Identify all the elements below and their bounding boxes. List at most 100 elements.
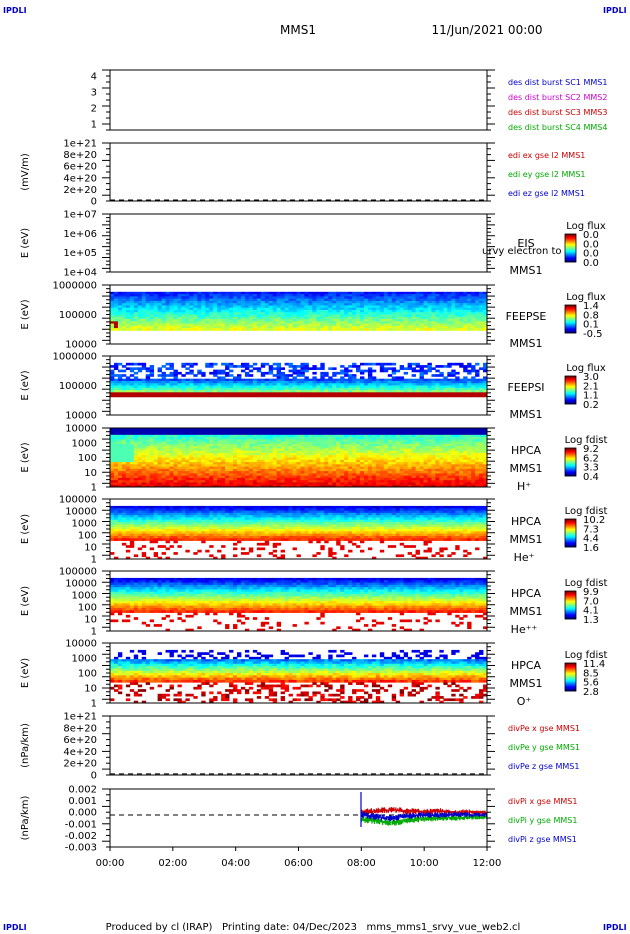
heatmap-cell — [260, 291, 266, 295]
heatmap-cell — [391, 446, 397, 449]
heatmap-cell — [276, 365, 282, 368]
heatmap-cell — [340, 365, 345, 368]
heatmap-cell — [340, 475, 345, 479]
heatmap-cell — [451, 316, 456, 320]
heatmap-cell — [336, 325, 341, 329]
heatmap-cell — [173, 394, 178, 398]
heatmap-cell — [419, 390, 424, 393]
heatmap-cell — [244, 319, 250, 322]
heatmap-cell — [379, 392, 385, 395]
heatmap-cell — [240, 294, 246, 297]
colorbar-step — [565, 248, 576, 250]
heatmap-cell — [471, 316, 476, 320]
heatmap-cell — [185, 452, 190, 456]
heatmap-cell — [320, 385, 325, 389]
heatmap-cell — [344, 383, 349, 386]
heatmap-cell — [252, 321, 258, 324]
heatmap-cell — [443, 303, 448, 306]
heatmap-cell — [379, 296, 385, 300]
heatmap-cell — [407, 428, 412, 431]
heatmap-cell — [280, 430, 286, 433]
heatmap-cell — [113, 362, 119, 366]
heatmap-cell — [292, 459, 297, 463]
heatmap-cell — [173, 387, 178, 391]
heatmap-cell — [248, 471, 254, 474]
heatmap-cell — [332, 439, 337, 443]
heatmap-cell — [363, 437, 369, 440]
heatmap-cell — [272, 482, 278, 486]
heatmap-cell — [352, 374, 357, 377]
heatmap-cell — [121, 385, 127, 389]
heatmap-cell — [181, 303, 186, 306]
heatmap-cell — [387, 450, 393, 454]
heatmap-cell — [415, 294, 420, 297]
heatmap-cell — [296, 439, 301, 443]
heatmap-cell — [391, 392, 397, 395]
heatmap-cell — [233, 365, 238, 368]
heatmap-cell — [137, 383, 143, 386]
heatmap-cell — [367, 450, 373, 454]
heatmap-cell — [276, 439, 282, 443]
heatmap-cell — [244, 316, 250, 320]
heatmap-cell — [165, 466, 170, 470]
heatmap-cell — [264, 428, 270, 431]
heatmap-cell — [276, 466, 282, 470]
heatmap-cell — [320, 455, 325, 458]
heatmap-cell — [371, 316, 377, 320]
heatmap-cell — [379, 325, 385, 329]
heatmap-cell — [209, 455, 214, 458]
heatmap-cell — [316, 323, 321, 327]
heatmap-cell — [280, 376, 286, 380]
heatmap-cell — [284, 385, 289, 389]
heatmap-cell — [352, 394, 357, 398]
heatmap-cell — [205, 294, 210, 297]
heatmap-cell — [371, 309, 377, 313]
heatmap-cell — [455, 291, 460, 295]
heatmap-cell — [252, 459, 258, 463]
heatmap-cell — [367, 387, 373, 391]
heatmap-cell — [320, 482, 325, 486]
heatmap-cell — [193, 439, 198, 443]
heatmap-cell — [185, 383, 190, 386]
heatmap-cell — [479, 390, 484, 393]
heatmap-cell — [403, 371, 409, 375]
heatmap-cell — [344, 325, 349, 329]
heatmap-cell — [427, 394, 432, 398]
heatmap-cell — [236, 430, 242, 433]
heatmap-cell — [288, 448, 293, 452]
heatmap-cell — [217, 314, 222, 318]
heatmap-cell — [304, 380, 309, 384]
heatmap-cell — [288, 432, 293, 436]
heatmap-cell — [181, 466, 186, 470]
colorbar-tick: 0.1 — [583, 320, 599, 331]
heatmap-cell — [209, 473, 214, 477]
heatmap-cell — [411, 430, 416, 433]
heatmap-cell — [415, 369, 420, 373]
heatmap-cell — [308, 455, 313, 458]
heatmap-cell — [121, 475, 127, 479]
heatmap-cell — [363, 369, 369, 373]
heatmap-cell — [110, 439, 115, 443]
heatmap-cell — [233, 390, 238, 393]
heatmap-cell — [344, 390, 349, 393]
heatmap-cell — [352, 480, 357, 483]
heatmap-cell — [467, 307, 472, 311]
heatmap-cell — [110, 462, 115, 465]
colorbar-step — [565, 325, 576, 327]
heatmap-cell — [248, 464, 254, 467]
heatmap-cell — [133, 459, 139, 463]
heatmap-cell — [181, 385, 186, 389]
heatmap-cell — [244, 307, 250, 311]
heatmap-cell — [185, 468, 190, 472]
heatmap-cell — [407, 380, 412, 384]
heatmap-cell — [252, 468, 258, 472]
heatmap-cell — [419, 367, 424, 371]
heatmap-cell — [407, 475, 412, 479]
heatmap-cell — [185, 394, 190, 398]
heatmap-cell — [264, 390, 270, 393]
heatmap-cell — [181, 446, 186, 449]
heatmap-cell — [296, 480, 301, 483]
heatmap-cell — [145, 319, 151, 322]
heatmap-cell — [173, 303, 178, 306]
heatmap-cell — [169, 328, 174, 331]
